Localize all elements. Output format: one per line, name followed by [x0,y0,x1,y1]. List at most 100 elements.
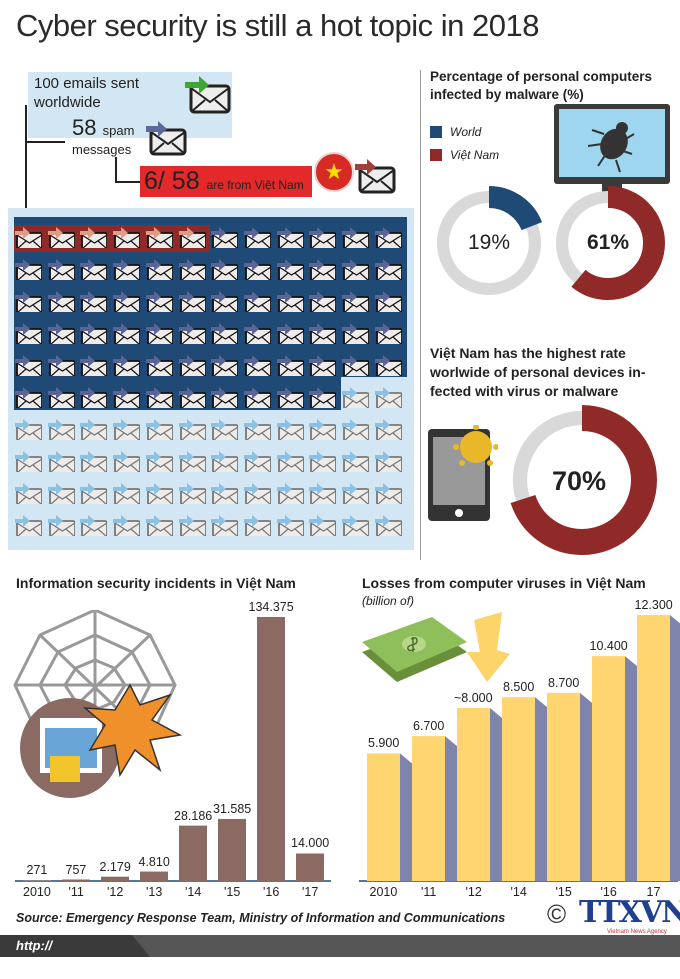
x-tick-label: '16 [263,885,280,899]
envelope-spam-icon [178,323,206,344]
envelope-spam-icon [309,323,337,344]
envelope-icon [15,419,42,440]
world-donut-arc [432,186,546,300]
envelope-icon [342,451,369,472]
bar [257,617,285,881]
envelope-spam-icon [113,291,141,312]
bar [502,697,535,881]
legend-swatch [430,149,442,161]
bar [592,656,625,881]
bar [101,876,129,881]
envelope-spam-icon [374,355,402,376]
bar-shadow [490,707,502,881]
losses-chart-title: Losses from computer viruses in Việt Nam [362,575,646,591]
envelope-icon [309,451,337,472]
x-tick-label: '12 [465,885,482,899]
bar-value-label: 12.300 [634,598,673,612]
envelope-icon [113,419,141,440]
envelope-spam-icon [342,323,369,344]
envelope-spam-icon [113,355,141,376]
envelope-spam-icon [178,291,206,312]
vn-label: are from Việt Nam [206,178,304,192]
envelope-spam-icon [80,291,108,312]
envelope-spam-icon [243,259,271,280]
envelope-spam-icon [80,323,108,344]
envelope-spam-icon [47,387,75,408]
bar [412,736,445,881]
envelope-spam-icon [342,259,369,280]
footer-url-link[interactable]: http:// infographics.vn [0,935,150,957]
envelope-spam-icon [211,291,239,312]
envelope-icon [276,419,304,440]
envelope-vn-spam-icon [113,227,141,248]
envelope-spam-icon [276,259,304,280]
x-tick-label: '15 [555,885,572,899]
envelope-icon [47,451,75,472]
envelope-icon [276,515,304,536]
envelope-spam-icon [374,323,402,344]
envelope-icon [374,419,402,440]
bar-value-label: 6.700 [413,719,445,734]
envelope-spam-icon [342,291,369,312]
envelope-icon [15,451,42,472]
bar-value-label: 10.400 [589,639,628,654]
ttxvn-logo: © TTXVN Vietnam News Agency [547,898,680,936]
spam-number: 58 [72,115,97,140]
bar [367,753,400,881]
envelope-spam-icon [145,387,173,408]
envelope-spam-icon [15,323,42,344]
envelope-icon [47,483,75,504]
x-tick-label: '11 [68,885,84,899]
envelope-icon [211,483,239,504]
vn-fraction: 6/ 58 [144,167,200,195]
envelope-spam-icon [178,259,206,280]
envelope-icon [243,483,271,504]
envelope-icon [145,451,173,472]
bar-shadow [535,697,547,881]
x-tick-label: 2010 [369,885,398,899]
envelope-icon [113,451,141,472]
envelope-spam-icon [309,291,337,312]
envelope-vn-spam-icon [80,227,108,248]
connector-line [115,181,142,183]
envelope-icon [342,515,369,536]
envelope-icon [145,483,173,504]
losses-unit: (billion of) [362,594,415,608]
spam-unit: spam [102,123,135,138]
envelope-vn-spam-icon [15,227,42,248]
bar [179,825,207,881]
envelope-spam-icon [15,259,42,280]
envelope-icon [309,483,337,504]
vietnam-donut-arc [551,186,665,300]
envelope-spam-icon [374,259,402,280]
connector-line [25,105,27,208]
envelope-spam-icon [309,259,337,280]
envelope-spam-icon [113,259,141,280]
envelope-icon [113,483,141,504]
envelope-icon [342,483,369,504]
infected-monitor-icon [554,104,670,194]
legend-vietnam: Việt Nam [430,148,499,162]
envelope-spam-icon [47,259,75,280]
incidents-bar-chart [15,617,331,882]
bar [547,692,580,881]
envelope-green-arrow-icon [185,76,231,114]
envelope-icon [80,483,108,504]
bar [62,879,90,882]
envelope-spam-icon [374,291,402,312]
x-tick-label: '15 [224,885,241,899]
envelope-spam-icon [309,355,337,376]
envelope-spam-icon [211,227,239,248]
envelope-icon [80,451,108,472]
envelope-spam-icon [276,387,304,408]
bar-shadow [445,736,457,881]
envelope-spam-icon [309,227,337,248]
envelope-icon [243,451,271,472]
envelope-icon [80,419,108,440]
infected-phone-icon [428,425,498,521]
envelope-icon [276,451,304,472]
envelope-spam-icon [47,291,75,312]
bar-value-label: 271 [26,863,48,878]
bar-value-label: 28.186 [174,808,213,823]
envelope-spam-icon [15,387,42,408]
